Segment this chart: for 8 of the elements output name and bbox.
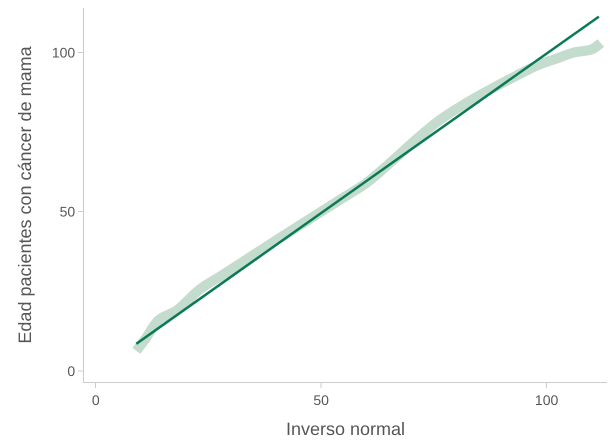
- x-tick-label: 0: [92, 392, 100, 408]
- x-tick-label: 50: [313, 392, 330, 408]
- y-tick-label: 0: [67, 362, 76, 379]
- x-tick-label: 100: [534, 392, 558, 408]
- y-tick-label: 50: [60, 204, 76, 220]
- y-axis-title: Edad pacientes con cáncer de mama: [15, 45, 36, 344]
- y-tick-label: 100: [52, 44, 76, 60]
- x-axis-title: Inverso normal: [286, 418, 406, 439]
